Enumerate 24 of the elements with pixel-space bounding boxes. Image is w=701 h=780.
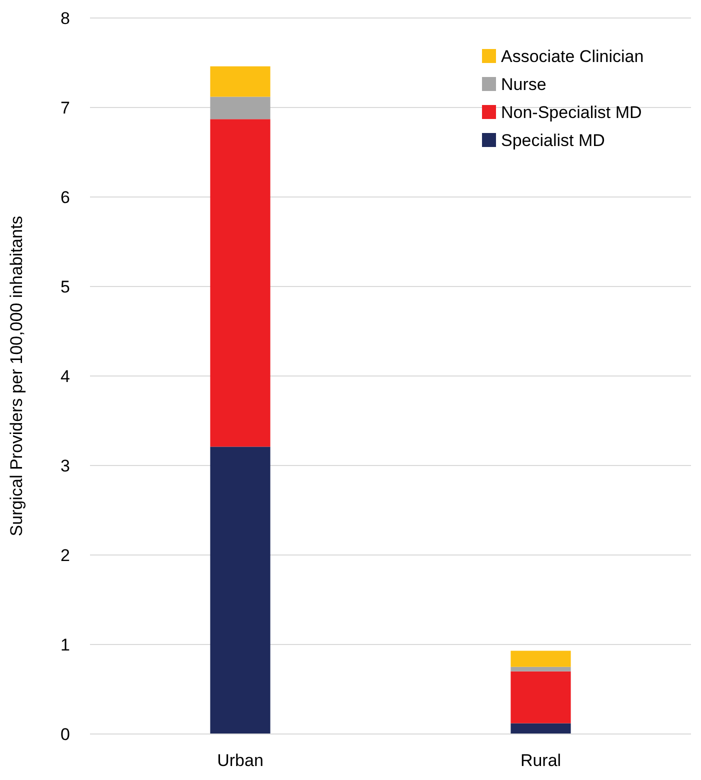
y-tick-label: 0 [60, 724, 70, 744]
x-tick-label: Urban [217, 751, 264, 770]
y-tick-label: 2 [60, 546, 70, 565]
y-tick-label: 7 [60, 98, 70, 118]
y-tick-label: 8 [60, 8, 70, 28]
bar [210, 446, 270, 734]
bar [510, 666, 571, 672]
y-tick-label: 6 [60, 188, 70, 207]
bar [510, 650, 571, 667]
legend-label: Specialist MD [501, 130, 605, 150]
legend-label: Non-Specialist MD [501, 102, 642, 122]
bar [210, 119, 270, 447]
bar [210, 96, 270, 120]
legend-label: Nurse [501, 74, 546, 94]
bar [510, 671, 571, 724]
y-tick-label: 4 [60, 366, 70, 386]
bar [510, 723, 571, 734]
x-tick-label: Rural [520, 751, 562, 770]
bar [210, 66, 270, 97]
y-tick-label: 3 [60, 456, 70, 476]
y-axis-title: Surgical Providers per 100,000 inhabitants [7, 216, 26, 536]
legend-label: Associate Clinician [501, 46, 644, 66]
y-tick-label: 5 [60, 277, 70, 296]
y-tick-label: 1 [60, 635, 70, 654]
